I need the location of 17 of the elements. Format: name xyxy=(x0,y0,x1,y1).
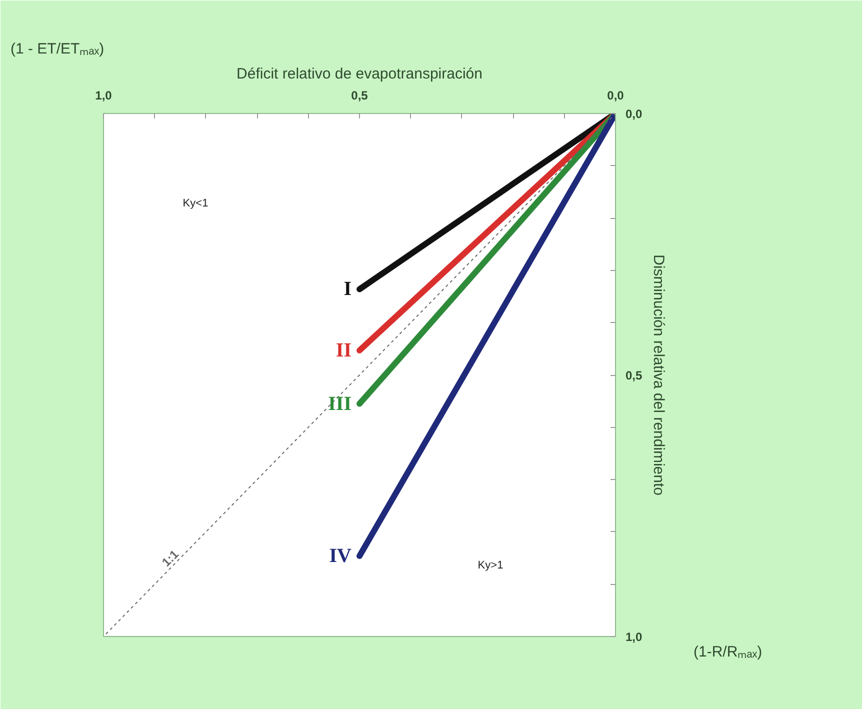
y-tick-label: 0,5 xyxy=(626,368,643,382)
series-label: III xyxy=(328,392,352,415)
x-axis-title: Déficit relativo de evapotranspiración xyxy=(236,66,482,82)
y-tick-label: 1,0 xyxy=(626,630,643,644)
annotation: Ky>1 xyxy=(478,560,504,572)
text: (1-R/Rₘₐₓ) xyxy=(694,644,762,660)
text: 1:1 xyxy=(159,547,182,570)
x-tick-label: 0,5 xyxy=(351,88,368,102)
annotation: Ky<1 xyxy=(182,198,208,210)
y-axis-title: Disminución relativa del rendimiento xyxy=(650,254,668,496)
series-label: I xyxy=(344,278,352,300)
x-tick-label: 0,0 xyxy=(607,88,624,102)
text: (1 - ET/ETₘₐₓ) xyxy=(10,40,104,58)
series-label: II xyxy=(336,339,352,362)
x-tick-label: 1,0 xyxy=(95,88,112,102)
series-label: IV xyxy=(329,544,352,567)
y-tick-label: 0,0 xyxy=(626,107,643,121)
